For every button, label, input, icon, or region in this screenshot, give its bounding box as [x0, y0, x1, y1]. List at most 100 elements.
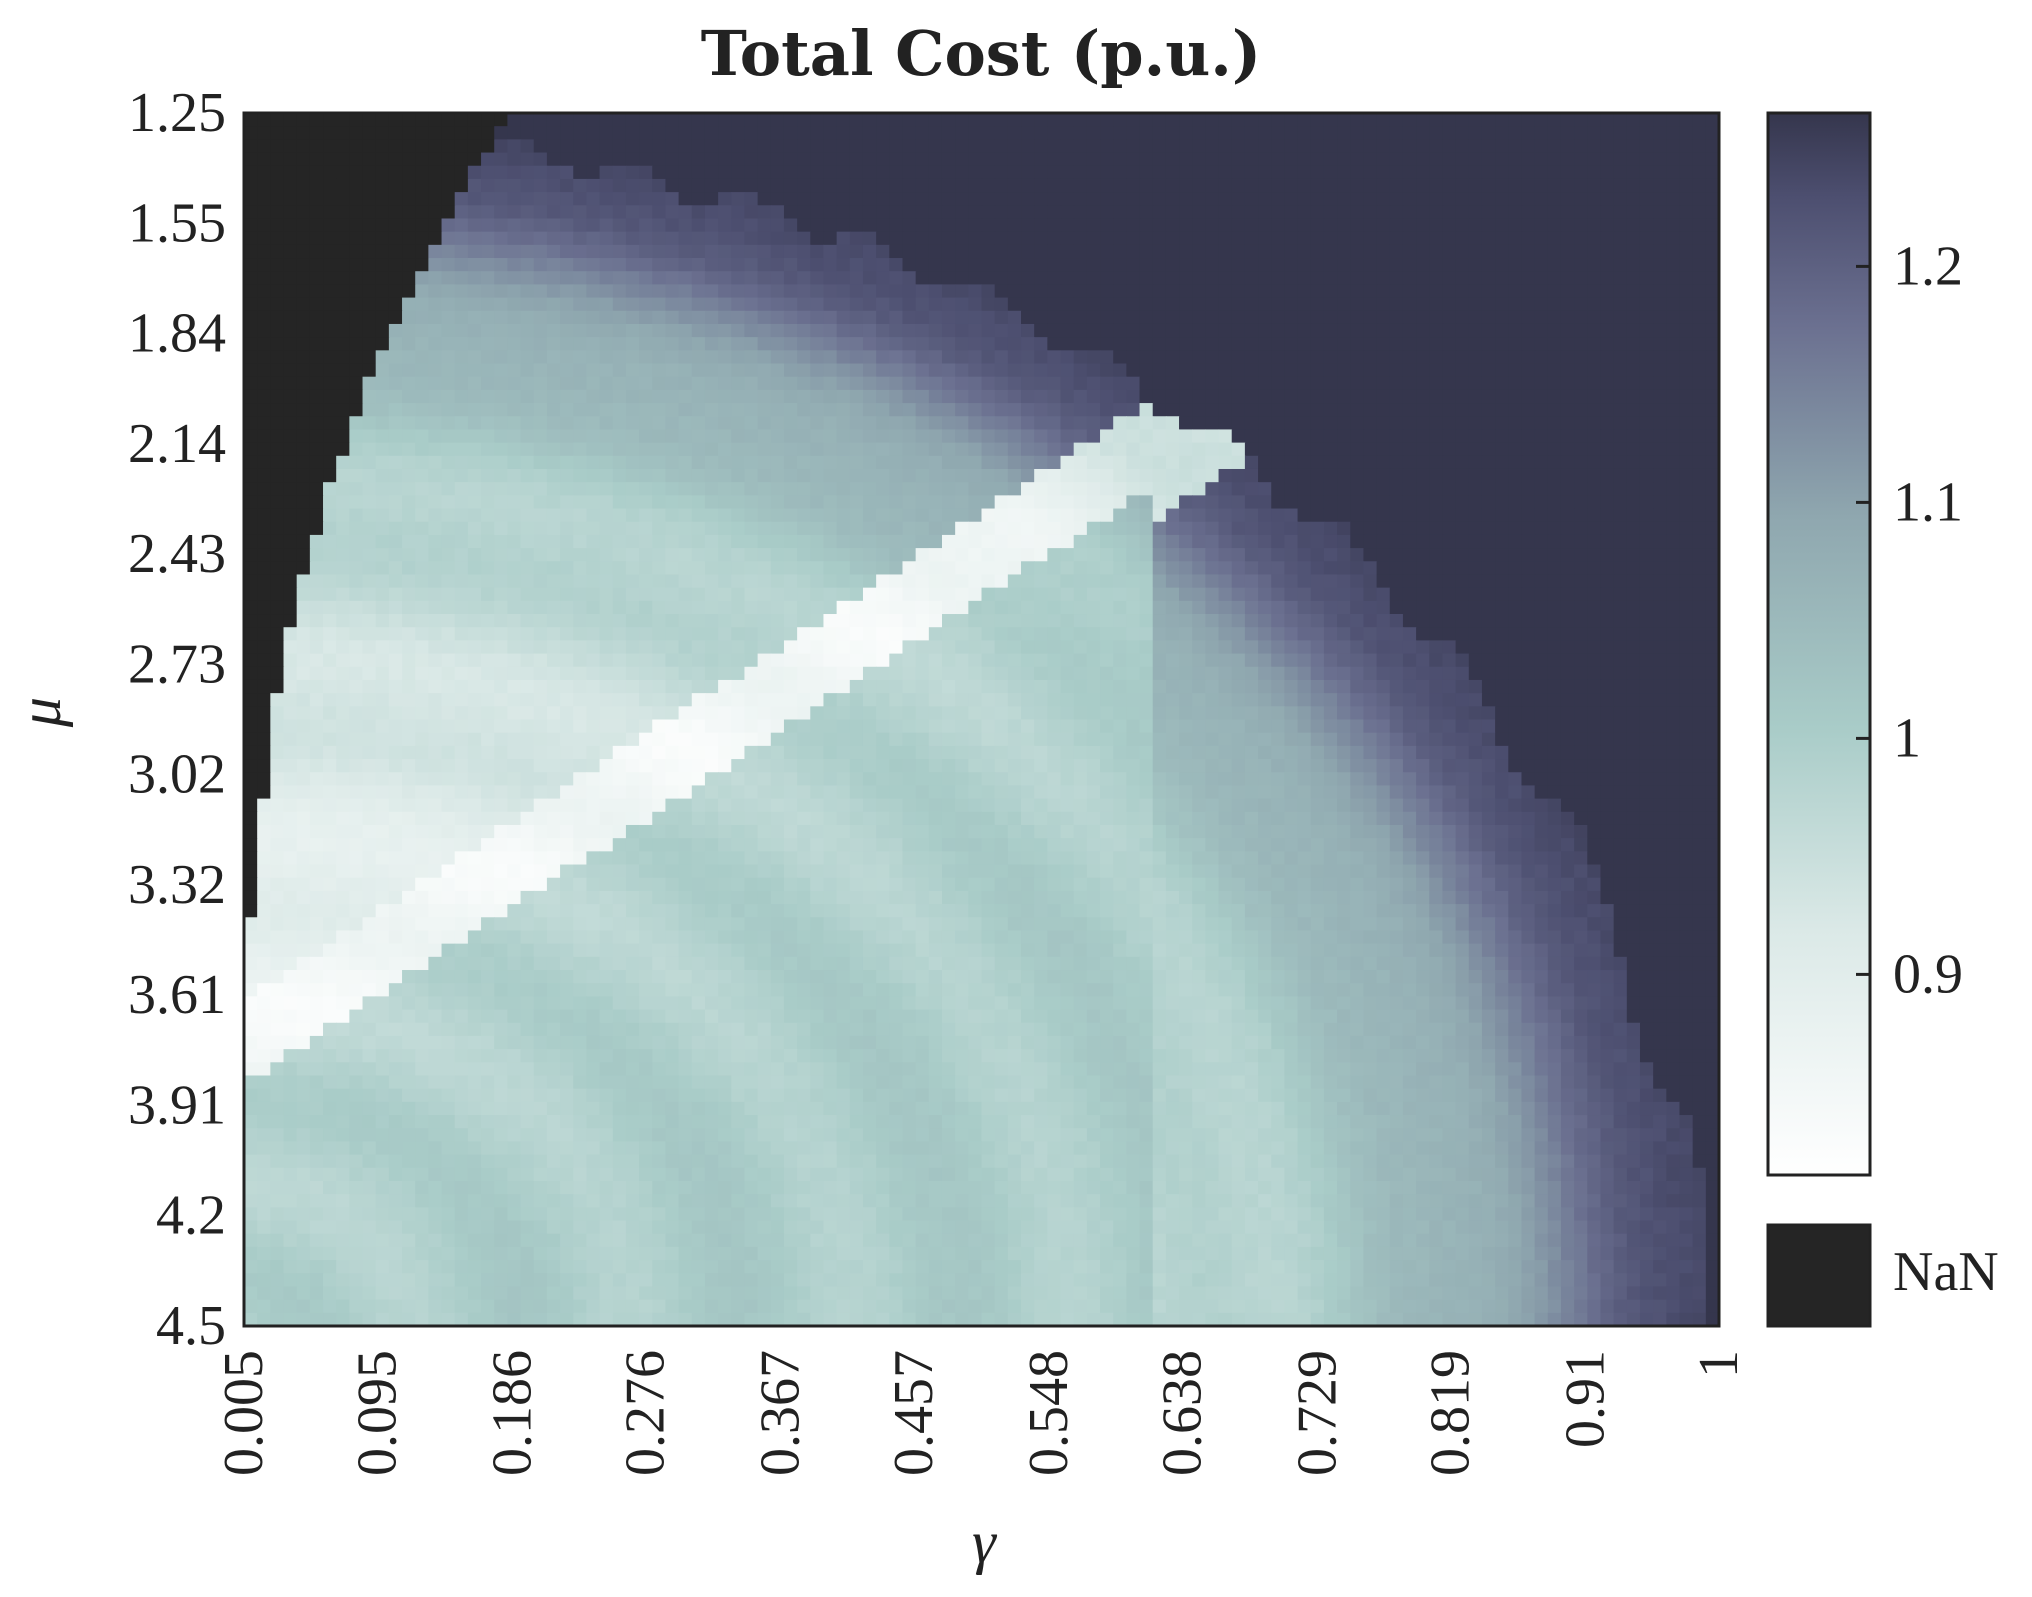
heatmap-cell [1613, 416, 1628, 431]
heatmap-cell [1139, 152, 1154, 167]
heatmap-cell [678, 534, 693, 549]
heatmap-cell [994, 468, 1009, 483]
heatmap-cell [652, 258, 667, 272]
heatmap-cell [1034, 258, 1048, 272]
heatmap-cell [1021, 679, 1035, 694]
heatmap-cell [546, 126, 561, 140]
heatmap-cell [454, 403, 469, 417]
heatmap-cell [1429, 482, 1444, 496]
heatmap-cell [1481, 323, 1496, 338]
heatmap-cell [1244, 363, 1259, 378]
heatmap-cell [849, 666, 864, 681]
heatmap-cell [955, 310, 969, 325]
heatmap-cell [744, 495, 759, 510]
heatmap-cell [625, 442, 640, 457]
heatmap-cell [1521, 323, 1536, 338]
heatmap-cell [639, 587, 653, 602]
heatmap-cell [941, 561, 956, 576]
heatmap-cell [388, 218, 403, 233]
heatmap-cell [731, 323, 746, 338]
heatmap-cell [1626, 403, 1641, 417]
heatmap-cell [560, 139, 574, 154]
heatmap-cell [941, 521, 956, 536]
heatmap-cell [1284, 389, 1299, 404]
heatmap-cell [1508, 548, 1523, 562]
heatmap-cell [1152, 521, 1167, 536]
heatmap-cell [1165, 192, 1180, 206]
heatmap-cell [533, 679, 548, 694]
heatmap-cell [757, 113, 772, 127]
heatmap-cell [388, 495, 403, 510]
heatmap-cell [1284, 442, 1299, 457]
heatmap-cell [1547, 508, 1562, 523]
heatmap-cell [836, 587, 851, 602]
heatmap-cell [928, 495, 943, 510]
heatmap-cell [375, 337, 390, 351]
heatmap-cell [1692, 521, 1707, 536]
heatmap-cell [1468, 297, 1483, 312]
heatmap-cell [639, 614, 653, 628]
heatmap-cell [1100, 126, 1114, 140]
heatmap-cell [599, 205, 614, 220]
heatmap-cell [1139, 403, 1154, 417]
heatmap-cell [309, 205, 324, 220]
heatmap-cell [718, 548, 732, 562]
heatmap-cell [1034, 442, 1048, 457]
heatmap-cell [1113, 468, 1127, 483]
heatmap-cell [955, 113, 969, 127]
heatmap-cell [323, 468, 337, 483]
heatmap-cell [1047, 561, 1062, 576]
heatmap-cell [336, 587, 350, 602]
heatmap-cell [362, 416, 377, 431]
heatmap-cell [349, 139, 364, 154]
heatmap-cell [323, 455, 337, 470]
heatmap-cell [599, 152, 614, 167]
heatmap-cell [823, 337, 838, 351]
heatmap-cell [1179, 139, 1193, 154]
heatmap-cell [1086, 416, 1101, 431]
heatmap-cell [652, 640, 667, 655]
heatmap-cell [797, 350, 811, 365]
heatmap-cell [1073, 205, 1088, 220]
heatmap-cell [1416, 429, 1430, 444]
heatmap-cell [1639, 482, 1654, 496]
heatmap-cell [283, 231, 298, 246]
heatmap-cell [1416, 231, 1430, 246]
heatmap-cell [1126, 113, 1141, 127]
heatmap-cell [665, 323, 680, 338]
heatmap-cell [1086, 205, 1101, 220]
heatmap-cell [1574, 429, 1588, 444]
heatmap-cell [560, 113, 574, 127]
heatmap-cell [1534, 284, 1549, 299]
heatmap-cell [770, 508, 785, 523]
heatmap-cell [428, 482, 443, 496]
heatmap-cell [1560, 521, 1575, 536]
heatmap-cell [362, 363, 377, 378]
heatmap-cell [270, 640, 285, 655]
heatmap-cell [994, 337, 1009, 351]
heatmap-cell [1047, 640, 1062, 655]
heatmap-cell [586, 323, 601, 338]
heatmap-cell [309, 244, 324, 259]
heatmap-cell [1271, 113, 1285, 127]
heatmap-cell [1626, 297, 1641, 312]
heatmap-cell [770, 218, 785, 233]
heatmap-cell [1192, 350, 1206, 365]
heatmap-cell [902, 508, 917, 523]
heatmap-cell [1152, 350, 1167, 365]
heatmap-cell [283, 218, 298, 233]
heatmap-cell [1337, 429, 1351, 444]
heatmap-cell [1179, 679, 1193, 694]
heatmap-cell [1442, 258, 1457, 272]
heatmap-cell [283, 139, 298, 154]
heatmap-cell [718, 468, 732, 483]
heatmap-cell [1613, 482, 1628, 496]
heatmap-cell [1231, 165, 1246, 180]
heatmap-cell [362, 455, 377, 470]
heatmap-cell [1376, 574, 1391, 589]
heatmap-cell [625, 600, 640, 615]
heatmap-cell [533, 455, 548, 470]
heatmap-cell [1534, 653, 1549, 668]
heatmap-cell [652, 548, 667, 562]
heatmap-cell [454, 640, 469, 655]
